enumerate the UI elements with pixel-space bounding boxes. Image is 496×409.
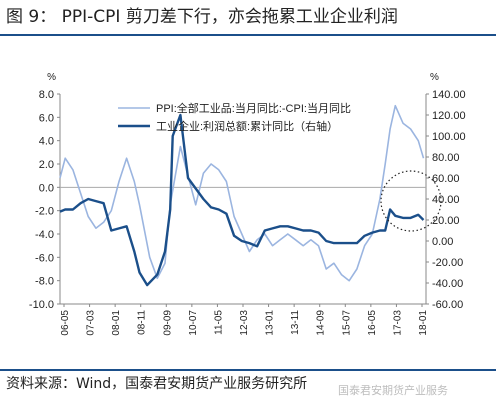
x-tick-label: 09-09 (162, 310, 173, 336)
legend-label-profit: 工业企业:利润总额:累计同比（右轴） (156, 119, 338, 133)
x-tick-label: 15-07 (341, 310, 352, 336)
left-tick-label: -4.0 (35, 229, 54, 241)
right-tick-label: 120.00 (432, 110, 466, 122)
right-tick-label: 40.00 (432, 194, 460, 206)
top-rule (0, 34, 496, 36)
right-tick-label: -20.00 (432, 257, 463, 269)
right-tick-label: -40.00 (432, 278, 463, 290)
right-tick-label: 80.00 (432, 152, 460, 164)
left-tick-label: 8.0 (39, 89, 54, 101)
left-tick-label: 6.0 (39, 112, 54, 124)
x-tick-label: 16-05 (367, 310, 378, 336)
bottom-rule (0, 369, 496, 371)
x-tick-label: 10-07 (188, 310, 199, 336)
right-tick-label: 140.00 (432, 89, 466, 101)
x-tick-label: 07-03 (86, 310, 97, 336)
right-tick-label: 0.00 (432, 236, 453, 248)
source-note: 资料来源：Wind，国泰君安期货产业服务研究所 (6, 376, 308, 392)
figure-title: 图 9： PPI-CPI 剪刀差下行，亦会拖累工业企业利润 (6, 7, 398, 27)
watermark: 国泰君安期货产业服务 (338, 384, 448, 397)
x-tick-label: 13-01 (265, 310, 276, 336)
chart-svg: % % 8.0 6.0 4.0 2.0 0.0 -2.0 -4.0 -6.0 -8.0 -10.0 14… (29, 72, 466, 336)
x-tick-label: 08-11 (137, 310, 148, 335)
right-tick-label: 20.00 (432, 215, 460, 227)
left-unit-label: % (47, 72, 56, 83)
x-tick-label: 18-01 (418, 310, 429, 336)
x-tick-label: 08-01 (111, 310, 122, 336)
right-tick-label: 100.00 (432, 131, 466, 143)
left-tick-label: -2.0 (35, 206, 54, 218)
x-tick-label: 11-05 (213, 310, 224, 335)
left-tick-label: -6.0 (35, 252, 54, 264)
x-tick-label: 06-05 (60, 310, 71, 336)
x-tick-label: 14-09 (316, 310, 327, 336)
legend-label-ppi-cpi: PPI:全部工业品:当月同比:-CPI:当月同比 (156, 101, 351, 115)
left-tick-label: 4.0 (39, 136, 54, 148)
series-lines (59, 104, 425, 287)
left-tick-label: 0.0 (39, 182, 54, 194)
right-tick-label: -60.00 (432, 299, 463, 311)
x-tick-label: 13-11 (290, 310, 301, 335)
annotations (380, 170, 442, 232)
x-tick-label: 12-03 (239, 310, 250, 336)
left-tick-label: -8.0 (35, 276, 54, 288)
x-tick-label: 17-03 (392, 310, 403, 336)
highlight-circle (380, 170, 442, 232)
left-tick-label: -10.0 (29, 299, 54, 311)
profit-series-line (59, 113, 425, 287)
legend: PPI:全部工业品:当月同比:-CPI:当月同比工业企业:利润总额:累计同比（右… (118, 101, 351, 133)
left-tick-label: 2.0 (39, 159, 54, 171)
axes: % % 8.0 6.0 4.0 2.0 0.0 -2.0 -4.0 -6.0 -8.0 -10.0 14… (29, 72, 466, 336)
right-tick-label: 60.00 (432, 173, 460, 185)
right-unit-label: % (430, 72, 439, 83)
